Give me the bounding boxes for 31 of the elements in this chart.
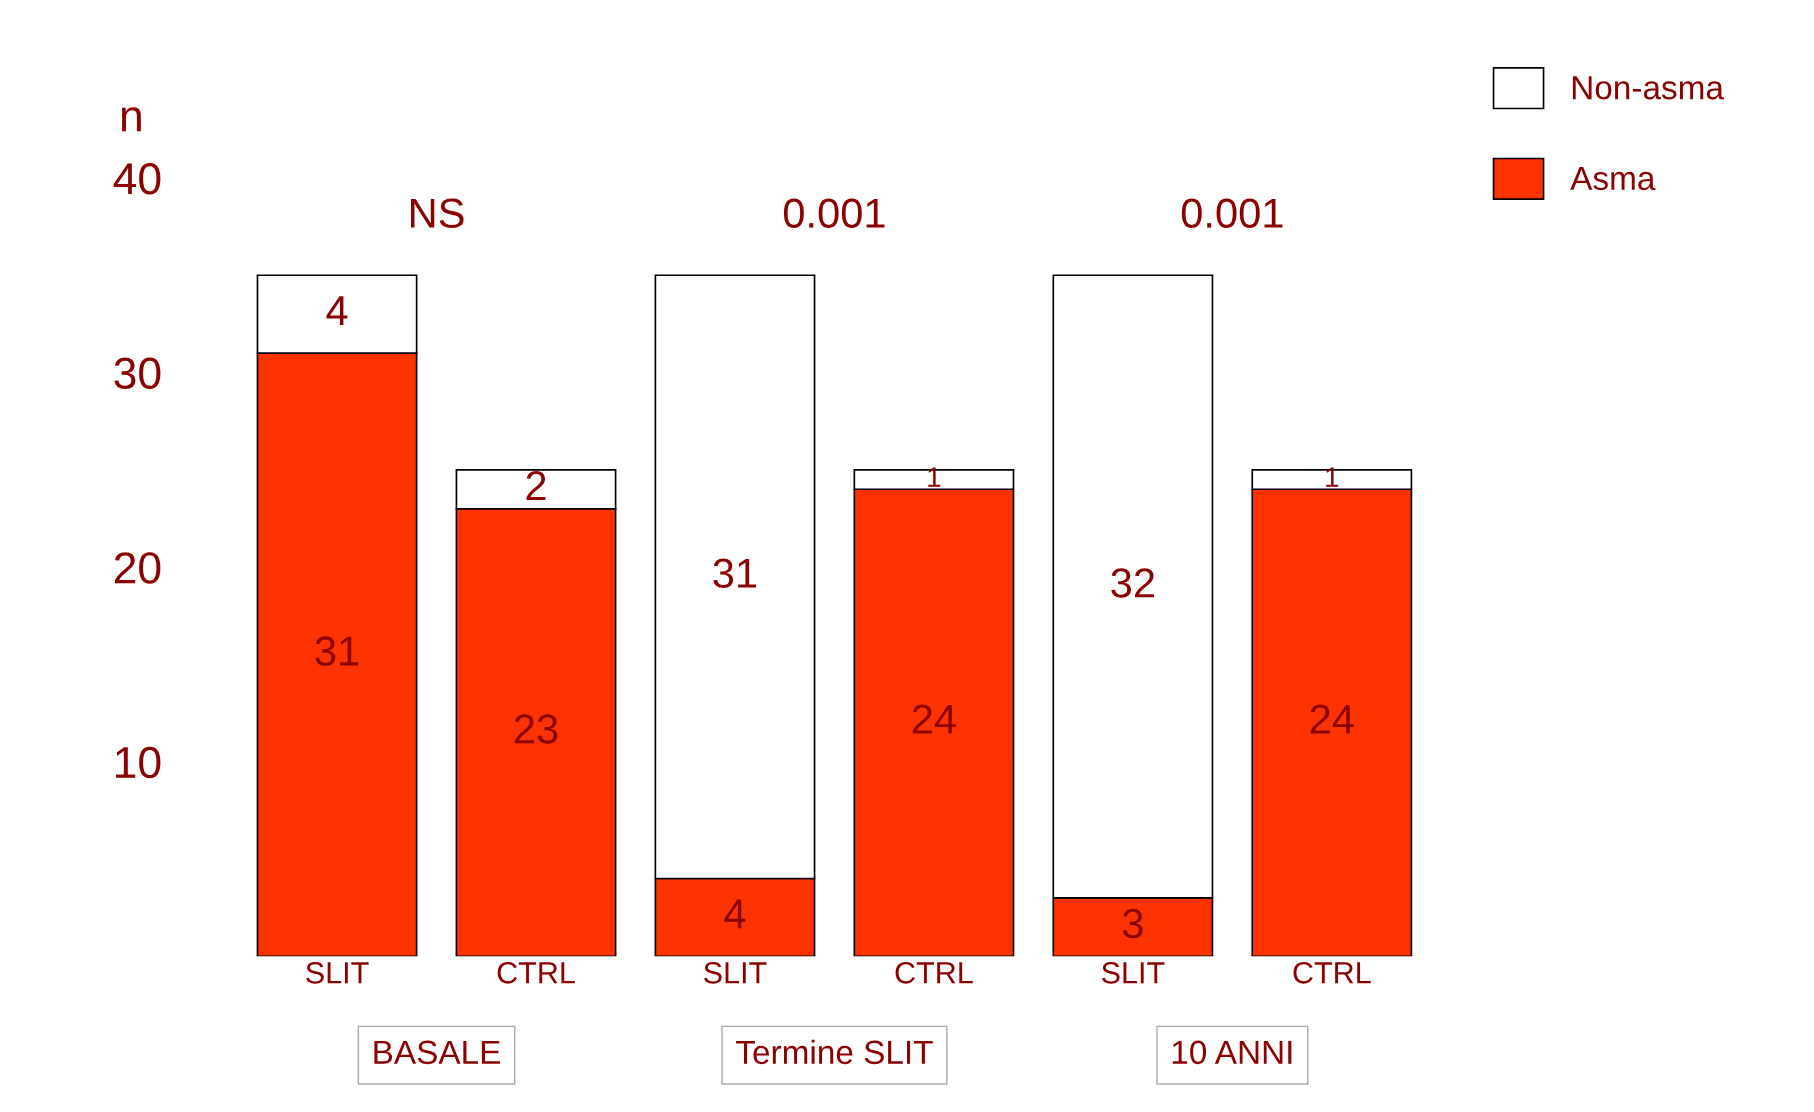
y-tick-label: 30	[114, 357, 161, 390]
y-tick-label: 20	[114, 552, 161, 584]
annotation: 0.001	[783, 198, 885, 229]
data-label: 23	[514, 714, 558, 744]
x-tick-label: SLIT	[306, 961, 369, 984]
y-tick-label: 40	[113, 162, 161, 195]
x-tick-label: SLIT	[704, 961, 767, 984]
data-label: 2	[526, 470, 546, 501]
x-tick-label: CTRL	[895, 961, 973, 984]
data-label: 1	[1326, 467, 1339, 487]
legend-label: Asma	[1570, 166, 1656, 191]
annotation: NS	[411, 198, 464, 229]
data-label: 1	[928, 467, 941, 487]
data-label: 31	[315, 636, 359, 666]
text: 10 ANNI	[1172, 1040, 1292, 1065]
data-label: 4	[724, 899, 746, 929]
data-label: 24	[912, 704, 956, 734]
x-tick-label: CTRL	[497, 961, 575, 984]
data-label: 3	[1122, 908, 1143, 939]
text: BASALE	[374, 1040, 500, 1065]
annotation: 0.001	[1181, 198, 1283, 229]
data-label: 32	[1111, 568, 1154, 598]
data-label: 31	[713, 558, 757, 589]
x-tick-label: SLIT	[1102, 961, 1165, 984]
y-axis-title: n	[121, 107, 141, 132]
data-label: 4	[326, 296, 348, 325]
y-tick-label: 10	[116, 746, 161, 779]
data-label: 24	[1310, 704, 1354, 734]
text: Termine SLIT	[736, 1039, 933, 1065]
legend-label: Non-asma	[1572, 76, 1724, 100]
x-tick-label: CTRL	[1293, 961, 1371, 984]
